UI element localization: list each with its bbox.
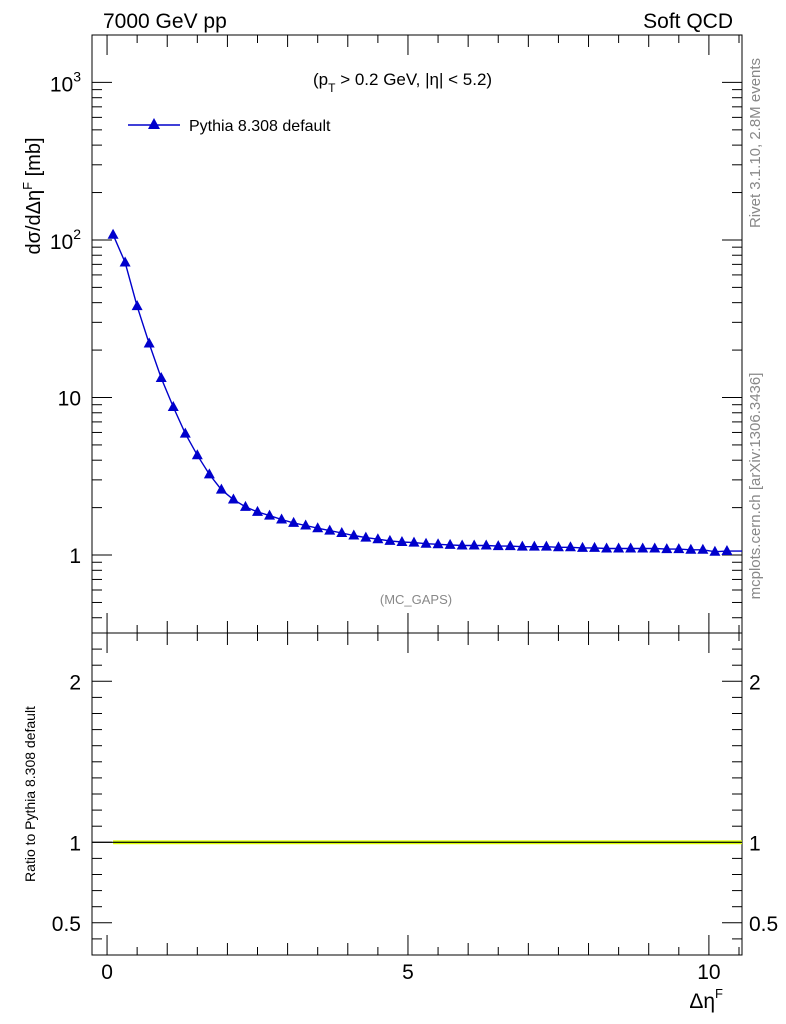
data-point-marker	[685, 543, 697, 554]
data-point-marker	[155, 371, 167, 382]
ratio-y-axis-label: Ratio to Pythia 8.308 default	[22, 706, 38, 882]
data-point-marker	[540, 540, 552, 551]
data-point-marker	[552, 541, 564, 552]
data-point-marker	[468, 539, 480, 550]
ratio-band	[92, 840, 742, 845]
main-y-axis-label: dσ/dΔηF [mb]	[20, 137, 45, 254]
data-point-marker	[348, 529, 360, 540]
data-point-marker	[528, 540, 540, 551]
x-axis-label: ΔηF	[689, 986, 723, 1013]
data-point-marker	[360, 531, 372, 542]
ratio-y-tick-label: 1	[69, 832, 81, 855]
data-point-marker	[480, 539, 492, 550]
data-point-marker	[601, 542, 613, 553]
data-point-marker	[396, 535, 408, 546]
cut-annotation: (pT > 0.2 GeV, |η| < 5.2)	[313, 70, 492, 95]
series-layer	[107, 228, 742, 556]
data-point-marker	[276, 513, 288, 524]
data-point-marker	[504, 540, 516, 551]
data-point-marker	[324, 524, 336, 535]
data-point-marker	[107, 228, 119, 239]
data-point-marker	[252, 505, 264, 516]
x-tick-label: 5	[402, 961, 414, 984]
data-point-marker	[191, 449, 203, 460]
data-point-marker	[564, 541, 576, 552]
data-point-marker	[589, 541, 601, 552]
data-point-marker	[661, 543, 673, 554]
data-point-marker	[709, 545, 721, 556]
legend: Pythia 8.308 default	[128, 118, 331, 135]
rivet-version-text: Rivet 3.1.10, 2.8M events	[747, 58, 764, 228]
legend-entry-label: Pythia 8.308 default	[189, 118, 331, 135]
data-point-marker	[131, 300, 143, 311]
data-point-marker	[384, 534, 396, 545]
data-point-marker	[119, 256, 131, 267]
data-point-marker	[613, 542, 625, 553]
data-point-marker	[300, 519, 312, 530]
data-point-marker	[312, 522, 324, 533]
ratio-y-tick-label: 0.5	[52, 913, 81, 936]
ratio-y-tick-label-right: 0.5	[749, 913, 778, 936]
data-point-marker	[673, 543, 685, 554]
data-point-marker	[215, 483, 227, 494]
data-point-marker	[637, 542, 649, 553]
data-point-marker	[649, 542, 661, 553]
y-tick-label: 102	[50, 226, 81, 254]
data-point-marker	[456, 539, 468, 550]
y-tick-label: 1	[69, 545, 81, 568]
tick-layer	[92, 34, 742, 955]
x-tick-label: 10	[697, 961, 720, 984]
ratio-y-tick-label-right: 1	[749, 832, 761, 855]
header-right: Soft QCD	[643, 10, 733, 33]
x-tick-label: 0	[101, 961, 113, 984]
mcplots-credit-text: mcplots.cern.ch [arXiv:1306.3436]	[747, 373, 764, 600]
data-point-marker	[239, 500, 251, 511]
data-point-marker	[420, 537, 432, 548]
data-point-marker	[577, 541, 589, 552]
analysis-watermark: (MC_GAPS)	[380, 592, 452, 607]
legend-marker	[148, 118, 160, 129]
ratio-y-tick-label: 2	[69, 671, 81, 694]
data-point-marker	[721, 545, 733, 556]
data-point-marker	[227, 493, 239, 504]
data-point-marker	[432, 538, 444, 549]
series-line	[112, 234, 742, 553]
data-point-marker	[336, 527, 348, 538]
data-point-marker	[625, 542, 637, 553]
header-left: 7000 GeV pp	[103, 10, 227, 33]
data-point-marker	[444, 538, 456, 549]
data-point-marker	[372, 533, 384, 544]
data-point-marker	[203, 468, 215, 479]
data-point-marker	[143, 337, 155, 348]
data-point-marker	[179, 427, 191, 438]
data-point-marker	[697, 543, 709, 554]
data-point-marker	[264, 509, 276, 520]
data-point-marker	[492, 540, 504, 551]
data-point-marker	[408, 536, 420, 547]
ratio-plot-frame	[91, 632, 743, 956]
y-tick-label: 103	[50, 68, 81, 96]
data-point-marker	[167, 401, 179, 412]
y-tick-label: 10	[58, 388, 81, 411]
data-point-marker	[288, 516, 300, 527]
data-point-marker	[516, 540, 528, 551]
ratio-y-tick-label-right: 2	[749, 671, 761, 694]
